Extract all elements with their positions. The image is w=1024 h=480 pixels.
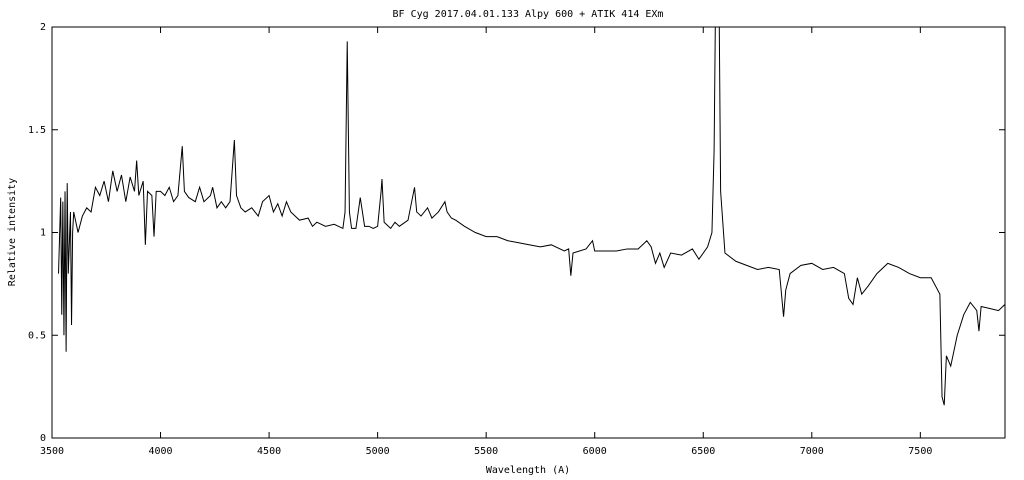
- x-tick-label: 6500: [691, 446, 715, 457]
- y-tick-label: 1: [40, 228, 46, 239]
- chart-title: BF Cyg 2017.04.01.133 Alpy 600 + ATIK 41…: [393, 9, 664, 20]
- y-axis-label: Relative intensity: [7, 178, 18, 286]
- y-tick-label: 1.5: [28, 125, 46, 136]
- x-axis-label: Wavelength (A): [486, 465, 570, 476]
- y-tick-label: 0.5: [28, 330, 46, 341]
- x-tick-label: 7000: [800, 446, 824, 457]
- y-tick-label: 2: [40, 22, 46, 33]
- x-tick-label: 7500: [908, 446, 932, 457]
- x-tick-label: 5000: [366, 446, 390, 457]
- x-tick-label: 3500: [40, 446, 64, 457]
- plot-frame: [51, 26, 1006, 439]
- x-tick-label: 5500: [474, 446, 498, 457]
- spectrum-line: [58, 27, 1005, 406]
- x-tick-label: 4000: [148, 446, 172, 457]
- x-tick-label: 6000: [583, 446, 607, 457]
- y-tick-label: 0: [40, 433, 46, 444]
- x-tick-label: 4500: [257, 446, 281, 457]
